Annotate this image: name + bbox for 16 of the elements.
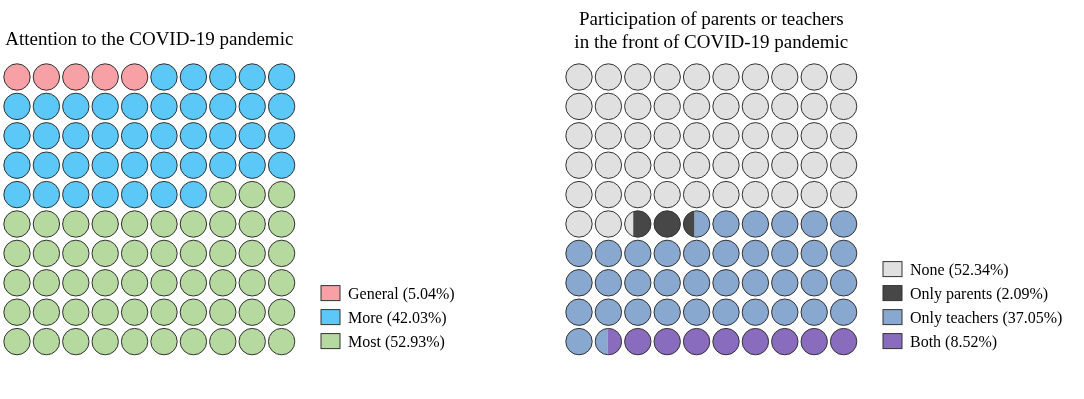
category-label: Only teachers bbox=[910, 308, 999, 327]
category-label: Both bbox=[910, 332, 942, 350]
category-label: Only parents bbox=[910, 284, 993, 303]
data-label: (2.09%) bbox=[996, 284, 1049, 303]
data-label: (42.03%) bbox=[386, 308, 447, 327]
data-label: (5.04%) bbox=[402, 284, 455, 303]
text: Attention to the COVID-19 pandemic bbox=[5, 28, 294, 49]
data-label: (52.34%) bbox=[948, 260, 1009, 279]
data-label: (8.52%) bbox=[945, 332, 998, 351]
data-label: (52.93%) bbox=[384, 332, 445, 351]
category-label: Most bbox=[348, 332, 382, 350]
text: Participation of parents or teachers in the front of COVID-19 pandemic bbox=[574, 8, 849, 52]
category-label: General bbox=[348, 284, 400, 302]
category-label: None bbox=[910, 260, 945, 278]
data-label: (37.05%) bbox=[1002, 308, 1063, 327]
category-label: More bbox=[348, 308, 383, 326]
